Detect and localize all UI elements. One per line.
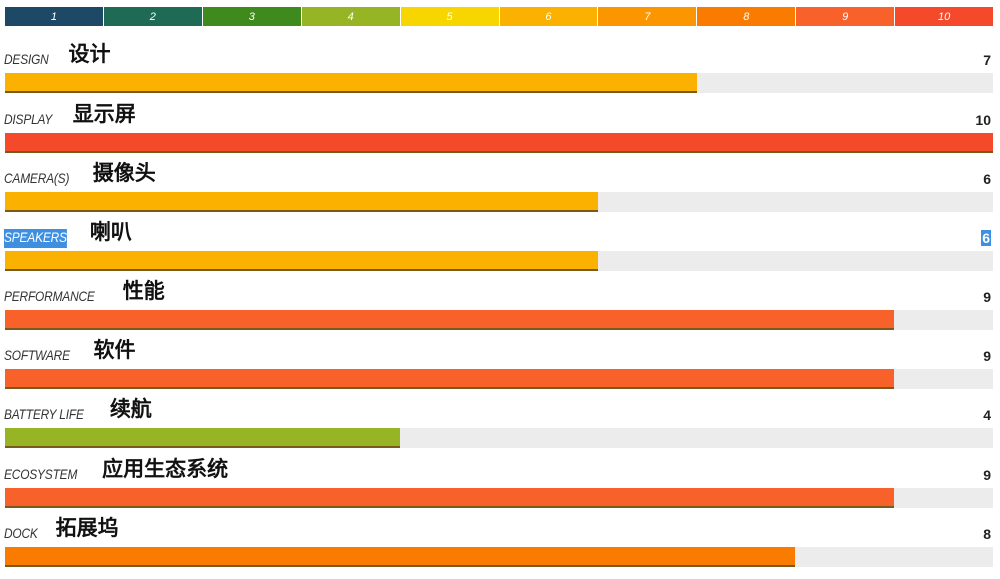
row-label: DESIGN 设计 <box>4 40 110 70</box>
bar-track <box>5 488 993 508</box>
category-label-cn: 喇叭 <box>89 221 132 244</box>
rating-row: CAMERA(S) 摄像头 6 <box>0 159 1000 218</box>
scale-cell-10: 10 <box>895 7 994 26</box>
category-label-cn: 性能 <box>122 280 165 303</box>
row-label: DOCK 拓展坞 <box>4 514 119 544</box>
category-label-en: ECOSYSTEM <box>4 466 78 482</box>
scale-cell-2: 2 <box>103 7 202 26</box>
score-label: 6 <box>981 230 991 246</box>
row-label: BATTERY LIFE 续航 <box>4 395 152 425</box>
color-scale-legend: 1 2 3 4 5 6 7 8 9 10 <box>5 7 994 26</box>
rating-row: SOFTWARE 软件 9 <box>0 336 1000 395</box>
scale-cell-9: 9 <box>796 7 895 26</box>
row-label: PERFORMANCE 性能 <box>4 277 165 307</box>
score-label: 7 <box>983 52 991 68</box>
rating-row: BATTERY LIFE 续航 4 <box>0 395 1000 454</box>
score-label: 6 <box>983 171 991 187</box>
score-label: 8 <box>983 526 991 542</box>
category-label-cn: 显示屏 <box>72 103 136 126</box>
bar-track <box>5 369 993 389</box>
category-label-cn: 续航 <box>109 398 152 421</box>
score-label: 9 <box>983 467 991 483</box>
rating-row: PERFORMANCE 性能 9 <box>0 277 1000 336</box>
category-label-en: SPEAKERS <box>4 229 67 248</box>
rating-row: SPEAKERS 喇叭 6 <box>0 218 1000 277</box>
category-label-cn: 拓展坞 <box>55 517 119 540</box>
bar-fill <box>5 251 598 271</box>
category-label-cn: 摄像头 <box>92 162 156 185</box>
score-label: 9 <box>983 289 991 305</box>
category-label-cn: 设计 <box>68 43 111 66</box>
score-label: 4 <box>983 407 991 423</box>
category-label-en: DOCK <box>4 525 38 541</box>
bar-fill <box>5 369 894 389</box>
category-label-cn: 软件 <box>93 339 136 362</box>
scale-cell-5: 5 <box>400 7 499 26</box>
bar-fill <box>5 428 400 448</box>
bar-fill <box>5 133 993 153</box>
score-label: 10 <box>975 112 991 128</box>
row-label: DISPLAY 显示屏 <box>4 100 136 130</box>
bar-track <box>5 133 993 153</box>
bar-track <box>5 73 993 93</box>
category-label-en: SOFTWARE <box>4 347 70 363</box>
bar-fill <box>5 310 894 330</box>
bar-fill <box>5 192 598 212</box>
bar-fill <box>5 547 795 567</box>
scale-cell-3: 3 <box>202 7 301 26</box>
category-label-en: BATTERY LIFE <box>4 406 84 422</box>
category-label-en: CAMERA(S) <box>4 170 70 186</box>
rating-row: ECOSYSTEM 应用生态系统 9 <box>0 455 1000 514</box>
category-label-en: PERFORMANCE <box>4 288 95 304</box>
scale-cell-7: 7 <box>598 7 697 26</box>
scale-cell-8: 8 <box>697 7 796 26</box>
scale-cell-4: 4 <box>301 7 400 26</box>
rating-row: DOCK 拓展坞 8 <box>0 514 1000 573</box>
rating-row: DESIGN 设计 7 <box>0 40 1000 99</box>
row-label: SPEAKERS 喇叭 <box>4 218 132 248</box>
bar-track <box>5 251 993 271</box>
scale-cell-6: 6 <box>499 7 598 26</box>
row-label: SOFTWARE 软件 <box>4 336 135 366</box>
category-label-en: DISPLAY <box>4 111 53 127</box>
score-label: 9 <box>983 348 991 364</box>
category-label-cn: 应用生态系统 <box>102 458 229 481</box>
rating-row: DISPLAY 显示屏 10 <box>0 100 1000 159</box>
row-label: CAMERA(S) 摄像头 <box>4 159 156 189</box>
category-label-en: DESIGN <box>4 51 49 67</box>
bar-fill <box>5 488 894 508</box>
bar-track <box>5 310 993 330</box>
bar-track <box>5 192 993 212</box>
bar-fill <box>5 73 697 93</box>
row-label: ECOSYSTEM 应用生态系统 <box>4 455 228 485</box>
scale-cell-1: 1 <box>5 7 103 26</box>
bar-track <box>5 428 993 448</box>
bar-track <box>5 547 993 567</box>
